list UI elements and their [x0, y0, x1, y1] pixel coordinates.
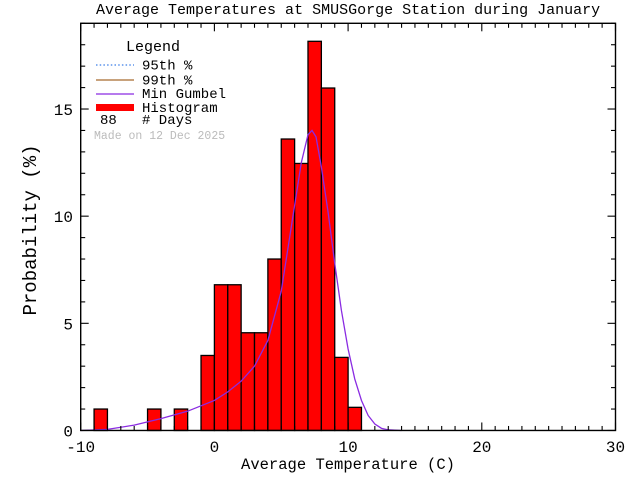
svg-text:0: 0: [63, 424, 73, 442]
svg-text:0: 0: [210, 439, 220, 457]
svg-text:Legend: Legend: [126, 39, 180, 56]
svg-text:-10: -10: [66, 439, 95, 457]
svg-text:10: 10: [54, 209, 73, 227]
svg-text:20: 20: [472, 439, 491, 457]
svg-text:# Days: # Days: [142, 113, 192, 129]
svg-text:95th %: 95th %: [142, 59, 193, 75]
svg-text:10: 10: [338, 439, 357, 457]
svg-text:30: 30: [606, 439, 625, 457]
svg-text:Probability (%): Probability (%): [20, 144, 42, 315]
svg-text:88: 88: [100, 113, 117, 129]
svg-text:15: 15: [54, 102, 73, 120]
svg-text:Average Temperature (C): Average Temperature (C): [241, 456, 455, 474]
svg-text:5: 5: [63, 316, 73, 334]
svg-text:Made on 12 Dec 2025: Made on 12 Dec 2025: [94, 130, 225, 143]
